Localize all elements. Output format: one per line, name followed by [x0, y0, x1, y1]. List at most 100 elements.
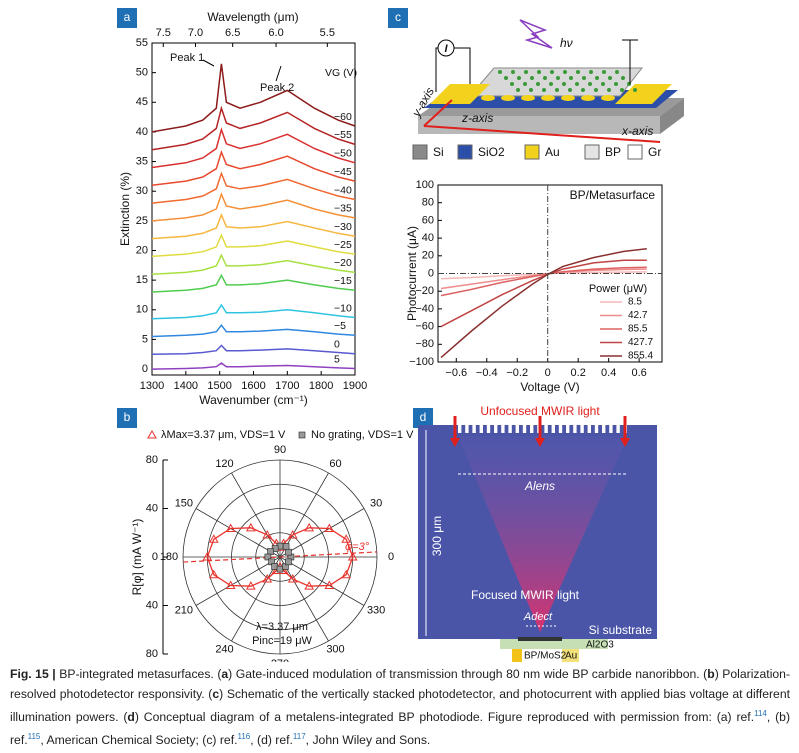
panel-label-box — [388, 8, 408, 28]
grating-tooth — [616, 425, 620, 433]
legend-title: VG (V) — [325, 67, 357, 79]
angle-label: 210 — [175, 604, 193, 616]
marker — [304, 581, 315, 590]
au-contact — [615, 84, 672, 104]
au-contact — [430, 84, 490, 104]
y-tick-label: 40 — [136, 126, 148, 138]
gr-dot — [543, 76, 547, 80]
legend-label: Au — [545, 145, 560, 159]
panel-label: b — [124, 410, 131, 424]
gr-dot — [549, 82, 553, 86]
series-line — [151, 192, 356, 222]
legend-swatch — [412, 144, 428, 160]
series-line — [151, 253, 356, 275]
legend-label: 855.4 — [628, 351, 653, 362]
x-tick-label: 0.4 — [601, 367, 616, 379]
panel-label: d — [420, 410, 427, 424]
angular-grid — [231, 556, 281, 642]
axis-label: x-axis — [621, 124, 653, 138]
grating-tooth — [566, 425, 570, 433]
panel-label: a — [124, 10, 131, 24]
gr-dot — [595, 76, 599, 80]
y-axis-label: Extinction (%) — [118, 172, 132, 246]
gr-dot — [588, 82, 592, 86]
caption-text: Fig. 15 | — [10, 667, 56, 681]
series-label: −35 — [334, 203, 352, 215]
au-pad — [501, 95, 515, 101]
y-tick-label: −20 — [415, 285, 434, 297]
x2-tick-label: 5.5 — [320, 27, 335, 39]
radial-tick-label: 0 — [152, 551, 158, 563]
grating-tooth — [602, 425, 606, 433]
au-pad — [481, 95, 495, 101]
marker — [225, 580, 236, 589]
caption-text: ) Conceptual diagram of a metalens-integ… — [134, 710, 755, 725]
caption: Fig. 15 | BP-integrated metasurfaces. (a… — [10, 664, 790, 750]
au-pad — [561, 95, 575, 101]
y-tick-label: 50 — [136, 67, 148, 79]
oxide — [500, 639, 608, 649]
caption-text: c — [212, 687, 220, 701]
radial-tick-label: 40 — [146, 502, 158, 514]
x-tick-label: 1400 — [174, 380, 198, 392]
y-axis-label: Photocurrent (μA) — [405, 226, 419, 321]
au-pad — [541, 95, 555, 101]
series-line — [440, 247, 647, 359]
junction — [518, 637, 562, 641]
grating-tooth — [580, 425, 584, 433]
x-tick-label: 1800 — [309, 380, 333, 392]
angle-label: 0 — [388, 551, 394, 563]
legend-label: SiO2 — [478, 145, 505, 159]
angular-grid — [195, 508, 281, 558]
y-tick-label: 20 — [136, 244, 148, 256]
gr-dot — [633, 88, 637, 92]
diagram-text: BP/MoS2 — [524, 651, 567, 662]
angular-grid — [231, 472, 281, 558]
grating-tooth — [486, 425, 491, 433]
x2-tick-label: 7.5 — [156, 27, 171, 39]
gr-dot — [582, 76, 586, 80]
series-label: −55 — [334, 129, 352, 141]
y-tick-label: 30 — [136, 185, 148, 197]
marker — [324, 580, 335, 589]
y-tick-label: −40 — [415, 303, 434, 315]
grating-tooth — [522, 425, 527, 433]
caption-text: , American Chemical Society; (c) ref. — [40, 733, 238, 748]
x2-tick-label: 6.0 — [268, 27, 283, 39]
gr-dot — [608, 76, 612, 80]
series-label: 0 — [334, 338, 340, 350]
angular-grid — [279, 508, 365, 558]
annotation: Peak 2 — [260, 82, 294, 94]
y-tick-label: −80 — [415, 338, 434, 350]
diagram-text: Al2O3 — [586, 640, 614, 651]
angle-label: 90 — [274, 444, 286, 456]
gr-dot — [602, 70, 606, 74]
grating-tooth — [551, 425, 555, 433]
panel-label-box — [117, 8, 137, 28]
grating-tooth — [594, 425, 599, 433]
y-tick-label: 35 — [136, 155, 148, 167]
series-line — [151, 273, 356, 293]
radial-tick-label: 40 — [146, 599, 158, 611]
grating-tooth — [587, 425, 591, 433]
gr-dot — [594, 88, 598, 92]
legend-label: 427.7 — [628, 337, 653, 348]
x-tick-label: −0.4 — [476, 367, 498, 379]
x-tick-label: −0.6 — [445, 367, 467, 379]
caption-text: d — [127, 710, 135, 725]
legend-marker — [147, 429, 157, 439]
marker — [287, 574, 298, 583]
gr-dot — [563, 70, 567, 74]
marker — [245, 581, 256, 590]
grating-tooth — [530, 425, 534, 433]
grating-tooth — [494, 425, 498, 433]
contact — [562, 649, 579, 662]
plot-frame — [151, 42, 356, 376]
legend-swatch — [524, 144, 540, 160]
panel-label-box — [413, 408, 433, 428]
y-tick-label: 40 — [422, 232, 434, 244]
legend-swatch — [627, 144, 643, 160]
gr-dot — [529, 88, 533, 92]
